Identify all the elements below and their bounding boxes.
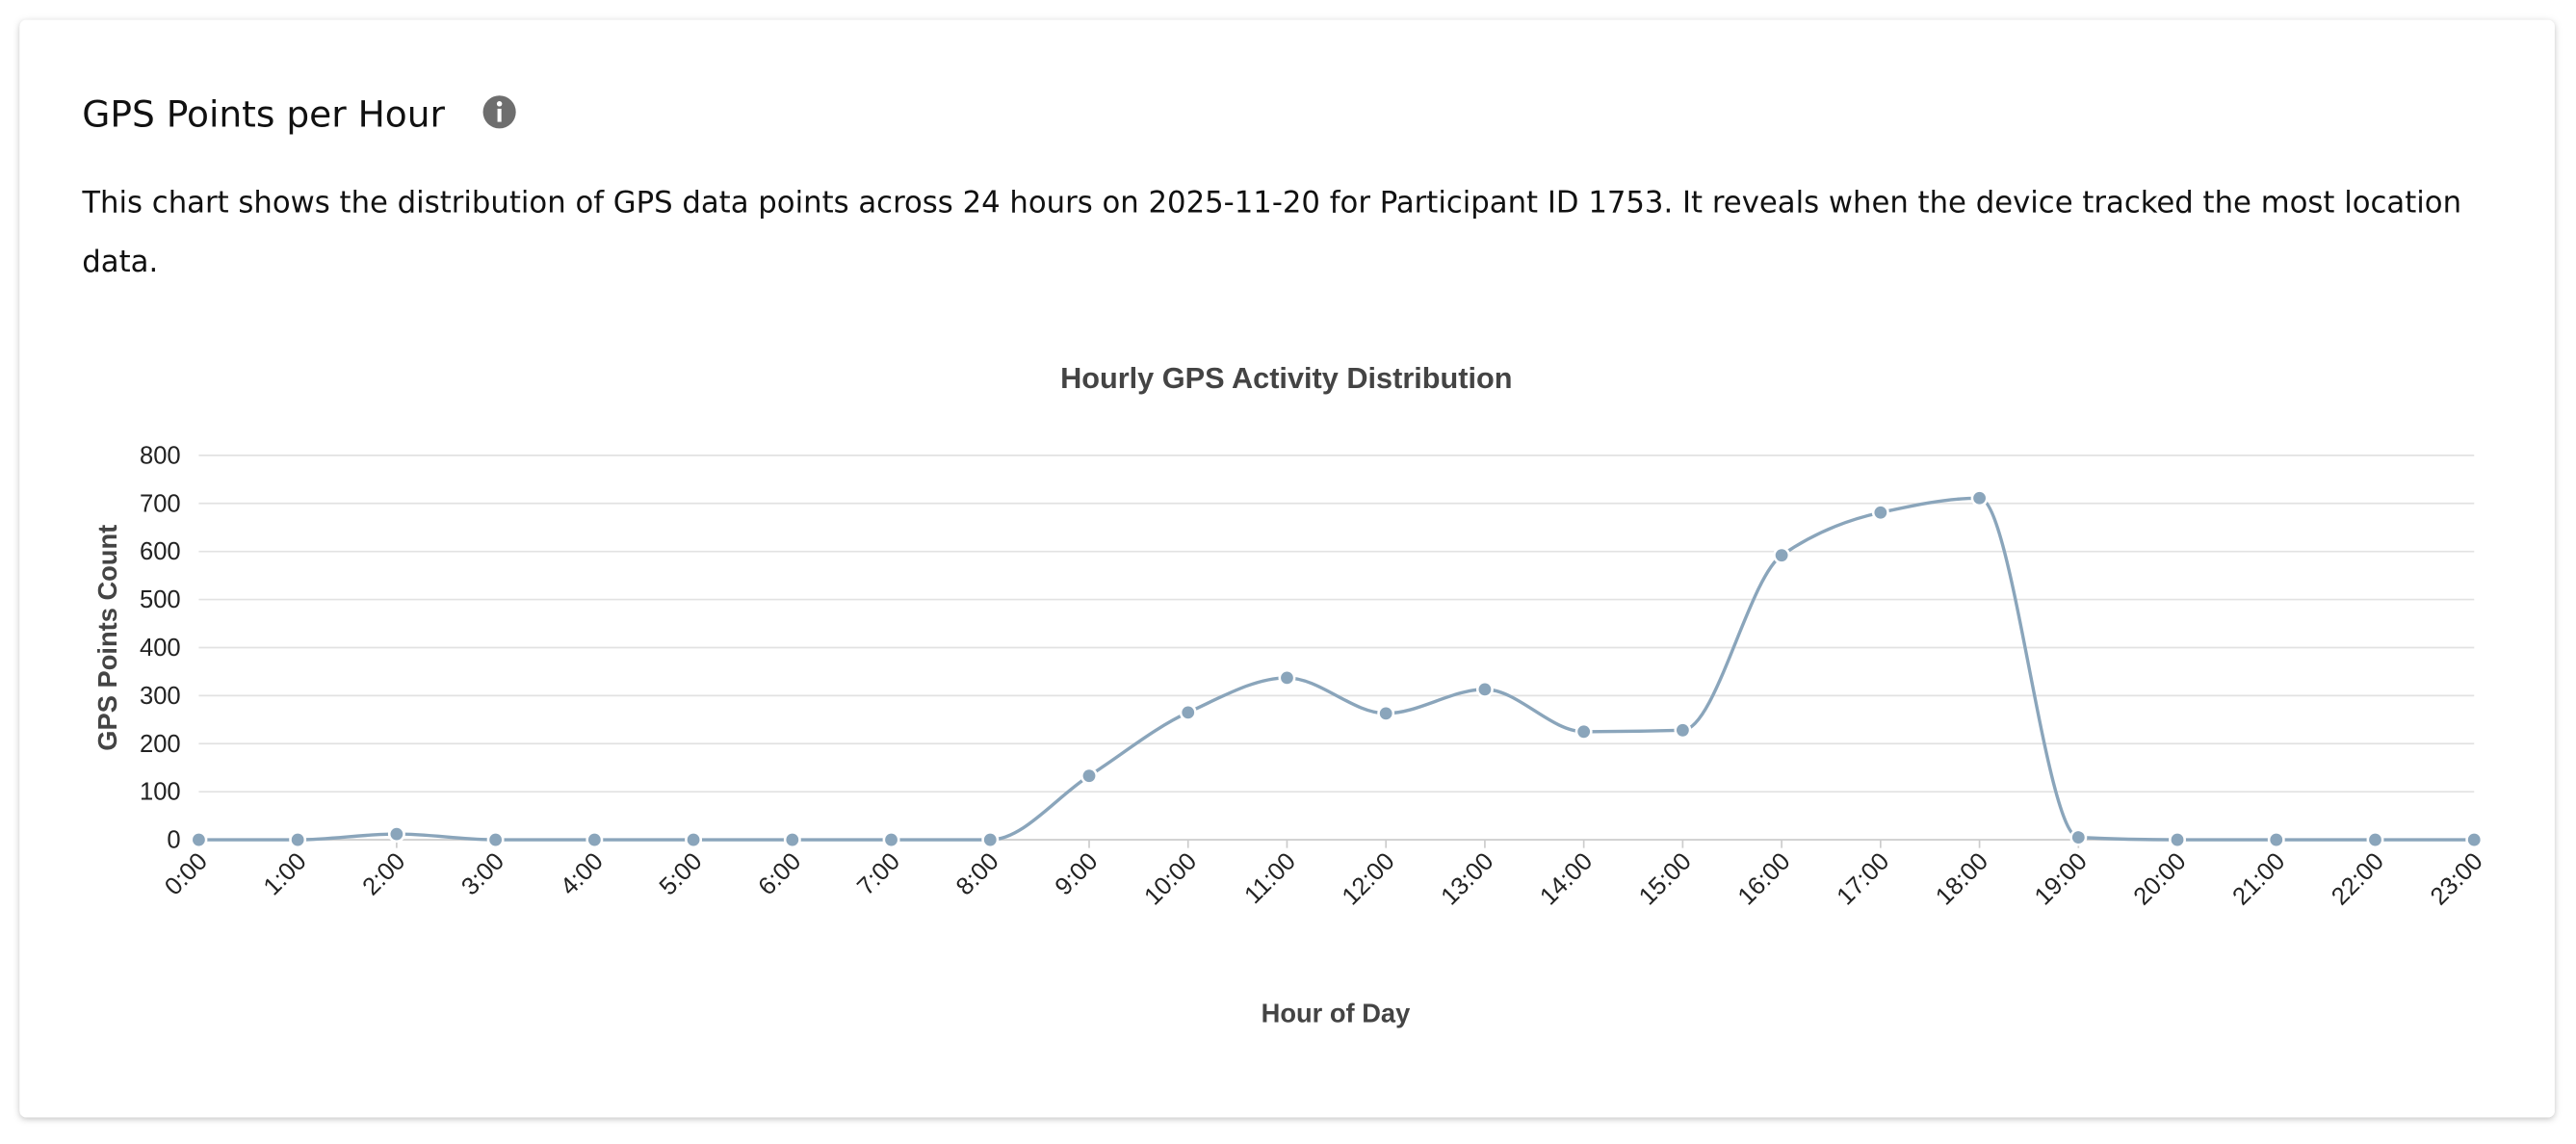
point	[2366, 831, 2384, 849]
y-tick-label: 300	[140, 683, 181, 710]
point	[2267, 831, 2285, 849]
point	[1970, 489, 1989, 507]
y-tick-label: 0	[167, 827, 180, 854]
card	[19, 19, 2555, 1118]
point	[486, 831, 505, 849]
chart-title: Hourly GPS Activity Distribution	[1060, 361, 1512, 395]
point	[981, 831, 1000, 849]
point	[685, 831, 703, 849]
y-tick-label: 700	[140, 490, 181, 517]
info-icon[interactable]	[482, 95, 516, 129]
x-axis-label: Hour of Day	[1262, 998, 1411, 1027]
point	[1179, 703, 1197, 721]
point	[2465, 831, 2484, 849]
point	[1574, 722, 1593, 741]
y-tick-label: 600	[140, 538, 181, 565]
y-tick-label: 400	[140, 635, 181, 662]
point	[1773, 546, 1791, 564]
point	[585, 831, 604, 849]
point	[1475, 680, 1494, 698]
y-tick-label: 100	[140, 779, 181, 806]
point	[1674, 721, 1692, 740]
point	[190, 831, 208, 849]
point	[882, 831, 900, 849]
description-box: This chart shows the distribution of GPS…	[82, 186, 2462, 280]
description: This chart shows the distribution of GPS…	[82, 186, 2462, 280]
point	[2169, 831, 2186, 849]
card-title: GPS Points per Hour	[82, 93, 445, 136]
point	[1871, 504, 1889, 522]
point	[1377, 704, 1395, 722]
point	[1278, 668, 1296, 687]
y-tick-label: 200	[140, 731, 181, 758]
point	[387, 825, 405, 844]
y-tick-label: 500	[140, 586, 181, 613]
point	[2069, 828, 2088, 846]
y-axis-label: GPS Points Count	[92, 525, 122, 751]
point	[783, 831, 801, 849]
point	[1080, 767, 1098, 785]
y-tick-label: 800	[140, 442, 181, 469]
point	[289, 831, 307, 849]
